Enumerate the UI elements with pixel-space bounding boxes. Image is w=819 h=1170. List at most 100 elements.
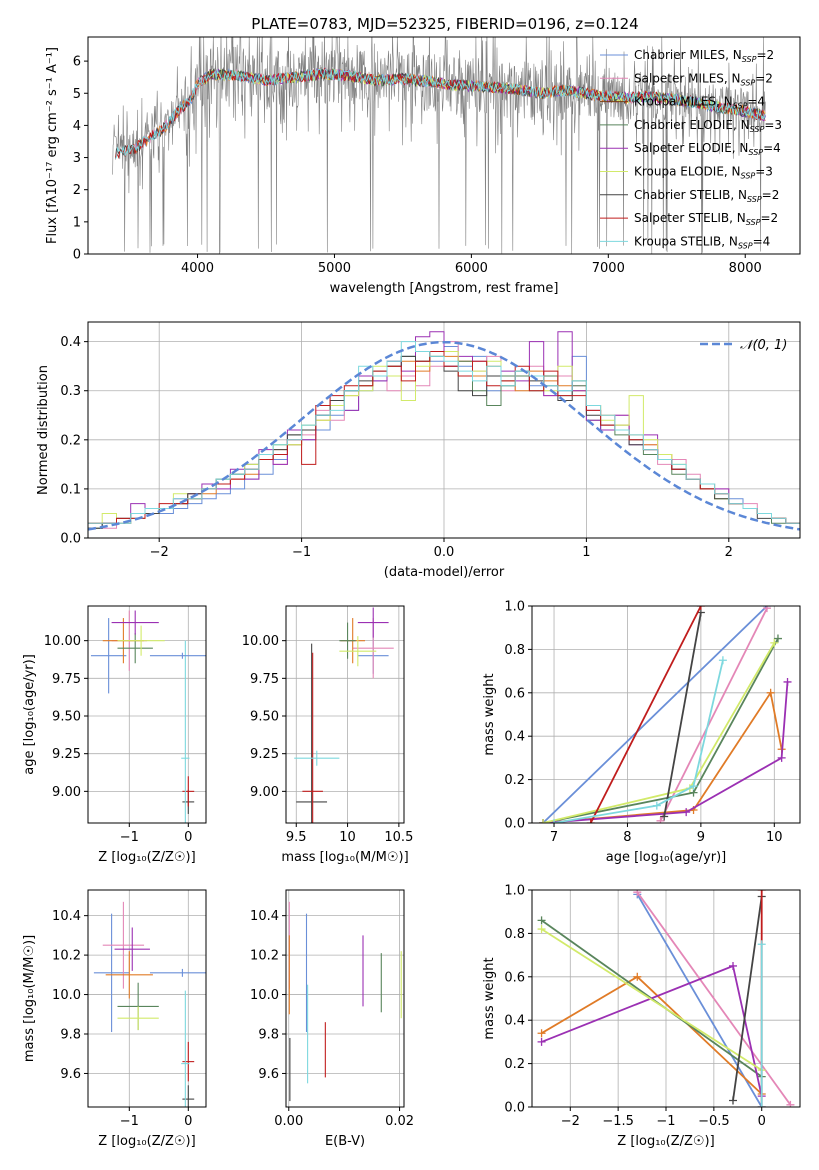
x-tick-label: −0.5: [698, 1114, 730, 1129]
y-tick-label: 9.00: [250, 785, 279, 800]
mass-weight-line-miles_salpeter: [636, 891, 792, 1106]
x-tick-label: 4000: [181, 261, 214, 276]
y-tick-label: 0.0: [60, 532, 81, 547]
x-axis-label: E(B-V): [325, 1134, 365, 1149]
mass-weight-marker: [696, 606, 705, 610]
mass-weight-line-miles_salpeter: [659, 607, 768, 822]
mass-weight-line-stelib_chabrier: [732, 896, 763, 1101]
y-tick-label: 6: [73, 55, 81, 70]
panel-spectrum: Chabrier MILES, NSSP=2 Salpeter MILES, NS…: [45, 36, 801, 296]
mass-weight-marker: [757, 890, 766, 894]
gaussian-legend-label: 𝒩(0, 1): [740, 338, 787, 353]
x-tick-label: −1: [120, 830, 139, 845]
mass-weight-line-miles_chabrier: [542, 606, 768, 823]
mass-weight-marker: [652, 801, 661, 810]
gaussian-curve: [88, 340, 800, 531]
mass-weight-line-elodie_salpeter: [542, 681, 789, 823]
x-tick-label: 10: [766, 830, 783, 845]
y-tick-label: 0.4: [504, 1014, 525, 1029]
legend-label: Chabrier ELODIE, NSSP=3: [634, 118, 782, 134]
x-tick-label: 8: [623, 830, 631, 845]
x-tick-label: −1: [656, 1114, 675, 1129]
x-tick-label: −2: [561, 1114, 580, 1129]
legend-label: Salpeter ELODIE, NSSP=4: [634, 141, 781, 157]
mass-weight-line-stelib_kroupa: [553, 660, 724, 823]
y-tick-label: 5: [73, 87, 81, 102]
mass-weight-marker: [633, 890, 642, 897]
y-tick-label: 1.0: [504, 884, 525, 899]
x-tick-label: 9.5: [286, 830, 307, 845]
panel-massweight_vs_age: 7 8 9 10 0.0 0.2 0.4 0.6 0.8 1.0 age [log₁₀(age/yr…: [482, 600, 801, 865]
y-axis-label: Flux [fλ10⁻¹⁷ erg cm⁻² s⁻¹ A⁻¹]: [45, 47, 60, 244]
mass-weight-marker: [718, 656, 727, 665]
y-tick-label: 0.4: [504, 730, 525, 745]
y-tick-label: 0.3: [60, 384, 81, 399]
x-tick-label: 0: [758, 1114, 766, 1129]
x-tick-label: 2: [725, 545, 733, 560]
y-tick-label: 0.2: [60, 433, 81, 448]
plot-area: [539, 606, 792, 823]
y-tick-label: 9.75: [250, 672, 279, 687]
axes-frame: [87, 889, 207, 1108]
y-tick-label: 10.2: [250, 949, 279, 964]
y-tick-label: 10.0: [250, 988, 279, 1003]
y-tick-label: 10.4: [52, 909, 81, 924]
x-tick-label: −1: [292, 545, 311, 560]
x-tick-label: 10: [339, 830, 356, 845]
plot-area: [112, 37, 766, 254]
y-tick-label: 9.75: [52, 672, 81, 687]
x-tick-label: 9: [697, 830, 705, 845]
y-tick-label: 1.0: [504, 600, 525, 615]
y-tick-label: 9.6: [60, 1067, 81, 1082]
x-tick-label: 7: [550, 830, 558, 845]
mass-weight-marker: [757, 940, 766, 949]
y-axis-label: age [log₁₀(age/yr)]: [22, 654, 37, 775]
y-tick-label: 4: [73, 119, 81, 134]
x-tick-label: −2: [150, 545, 169, 560]
y-tick-label: 1: [73, 215, 81, 230]
y-tick-label: 9.25: [52, 747, 81, 762]
plot-area: [537, 890, 795, 1107]
x-tick-label: 0.02: [385, 1114, 414, 1129]
x-axis-label: Z [log₁₀(Z/Z☉)]: [98, 1134, 195, 1149]
mass-weight-marker: [682, 808, 691, 817]
panel-residuals: 𝒩(0, 1) −2 −1 0.0 1 2 0.0 0.1 0.2 0.3 0.4 (data-mod…: [36, 321, 801, 580]
mass-weight-line-elodie_kroupa: [541, 928, 763, 1071]
y-tick-label: 9.8: [60, 1028, 81, 1043]
y-tick-label: 0.0: [504, 817, 525, 832]
y-tick-label: 9.00: [52, 785, 81, 800]
mass-weight-line-miles_chabrier: [636, 893, 763, 1107]
legend-label: Chabrier STELIB, NSSP=2: [634, 188, 779, 204]
x-axis-label: mass [log₁₀(M/M☉)]: [281, 850, 408, 865]
x-axis-label: Z [log₁₀(Z/Z☉)]: [617, 1134, 714, 1149]
y-axis-label: mass weight: [482, 673, 497, 755]
panel-massweight_vs_z: −2 −1.5 −1 −0.5 0 0.0 0.2 0.4 0.6 0.8 1.0 Z [log₁₀(…: [482, 884, 801, 1149]
spectrum-model-stelib_kroupa: [114, 68, 766, 160]
plot-area: [88, 331, 800, 538]
legend-label: Salpeter STELIB, NSSP=2: [634, 211, 778, 227]
mass-weight-line-stelib_chabrier: [663, 612, 702, 817]
axes-frame: [285, 605, 405, 824]
y-tick-label: 0.4: [60, 335, 81, 350]
y-axis-label: Normed distribution: [36, 365, 51, 495]
y-tick-label: 0: [73, 248, 81, 263]
y-tick-label: 9.25: [250, 747, 279, 762]
mass-weight-marker: [537, 916, 546, 925]
y-tick-label: 10.00: [44, 634, 81, 649]
spectrum-model-stelib_salpeter: [114, 67, 766, 160]
y-tick-label: 0.6: [504, 970, 525, 985]
legend-label: Chabrier MILES, NSSP=2: [634, 48, 774, 64]
y-tick-label: 0.8: [504, 927, 525, 942]
x-axis-label: wavelength [Angstrom, rest frame]: [330, 281, 559, 296]
y-tick-label: 9.50: [52, 710, 81, 725]
plot-area: [93, 901, 206, 1107]
histogram-series-stelib_kroupa: [88, 341, 800, 538]
mass-weight-marker: [773, 634, 782, 643]
y-axis-label: mass [log₁₀(M/M☉)]: [22, 935, 37, 1062]
y-tick-label: 0.6: [504, 686, 525, 701]
x-axis-label: (data-model)/error: [384, 565, 505, 580]
legend-label: Kroupa ELODIE, NSSP=3: [634, 165, 773, 181]
x-tick-label: 7000: [592, 261, 625, 276]
panel-age_vs_z: −1 0 9.00 9.25 9.50 9.75 10.00 Z [log₁₀(Z/Z☉)] a…: [22, 605, 207, 865]
